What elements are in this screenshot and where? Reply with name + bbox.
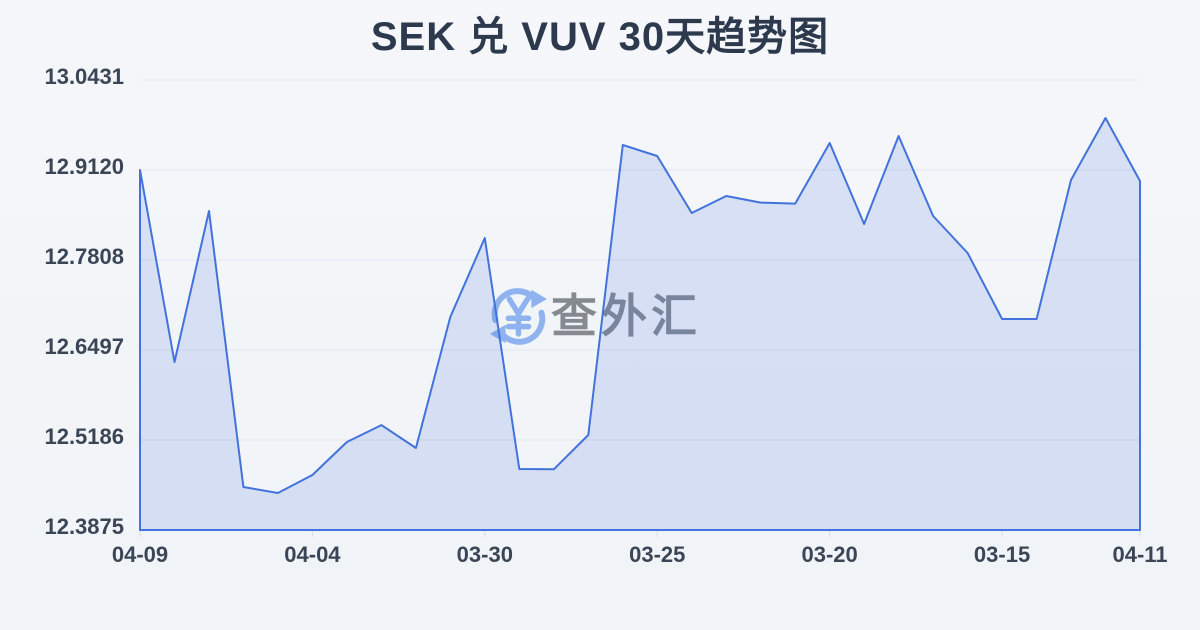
y-tick-label: 12.6497 (44, 334, 124, 359)
watermark: 查外汇 (489, 288, 701, 345)
x-tick-label: 04-11 (1112, 542, 1167, 567)
refresh-arc-bottom (499, 309, 546, 345)
yuan-symbol (505, 296, 532, 337)
y-tick-label: 13.0431 (44, 64, 124, 89)
x-tick-label: 03-30 (457, 542, 513, 567)
x-tick-label: 03-15 (974, 542, 1030, 567)
yuan-exchange-refresh-icon (489, 288, 547, 345)
x-tick-label: 04-09 (112, 542, 168, 567)
x-tick-label: 03-20 (802, 542, 858, 567)
area-series (139, 117, 1141, 531)
watermark-text: 查外汇 (551, 290, 701, 342)
arrowhead-left (489, 324, 506, 344)
chart-title: SEK 兑 VUV 30天趋势图 (370, 15, 830, 59)
refresh-arc-top (491, 288, 538, 324)
x-tick-label: 03-25 (629, 542, 685, 567)
x-tick-label: 04-04 (284, 542, 341, 567)
y-tick-label: 12.7808 (44, 244, 124, 269)
y-tick-label: 12.9120 (44, 154, 124, 179)
y-tick-label: 12.3875 (44, 514, 124, 539)
arrowhead-right (531, 289, 547, 309)
y-tick-label: 12.5186 (44, 424, 124, 449)
